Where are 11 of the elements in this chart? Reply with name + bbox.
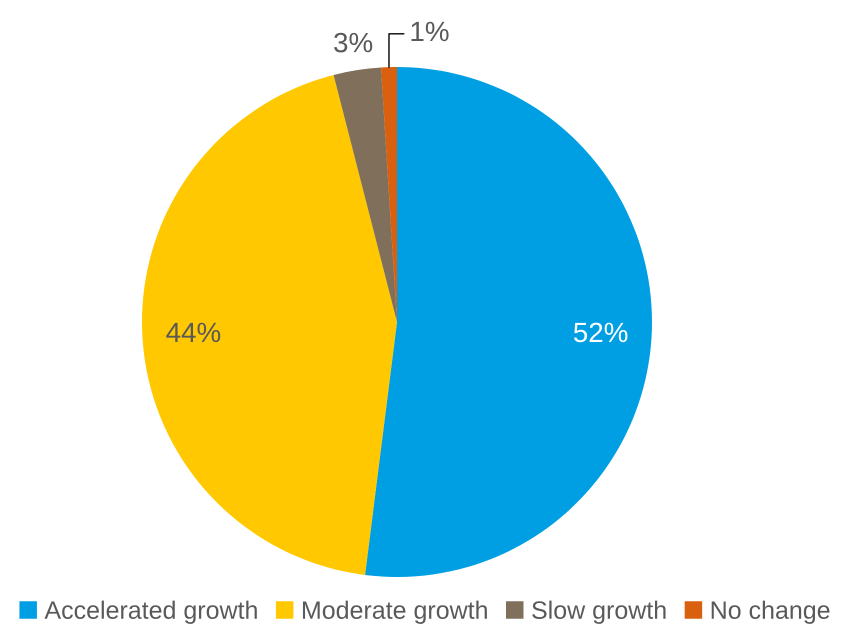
legend-label: No change xyxy=(712,600,830,624)
pie-slice xyxy=(142,75,397,575)
pie-slice xyxy=(334,68,397,322)
data-label: 3% xyxy=(334,32,372,52)
legend-label: Accelerated growth xyxy=(44,600,257,624)
data-label: 44% xyxy=(166,322,220,342)
legend-label: Slow growth xyxy=(532,600,666,624)
legend-label: Moderate growth xyxy=(302,600,487,624)
data-label: 1% xyxy=(412,22,449,42)
data-label: 52% xyxy=(574,322,628,342)
pie-slice xyxy=(365,67,652,577)
